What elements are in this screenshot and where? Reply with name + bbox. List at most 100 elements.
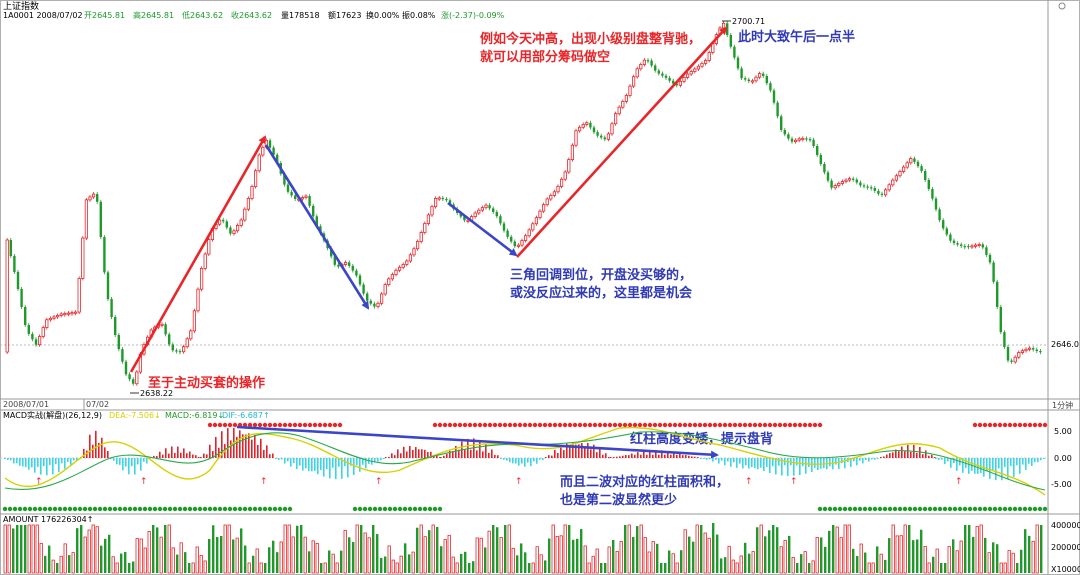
macd-dot-green: [927, 506, 933, 512]
macd-bar: [1010, 458, 1012, 467]
candle: [977, 242, 981, 248]
macd-bar: [751, 458, 753, 468]
macd-dot-red: [537, 422, 543, 428]
macd-bar: [16, 458, 18, 464]
amount-bar: [399, 555, 403, 574]
amount-bar: [788, 535, 791, 573]
macd-dot-red: [1032, 422, 1038, 428]
macd-dot-red: [1017, 422, 1023, 428]
macd-dot-green: [412, 506, 418, 512]
amount-bar: [287, 524, 291, 574]
amount-bar: [987, 552, 991, 574]
amount-bar: [199, 555, 203, 574]
macd-bar: [7, 458, 9, 460]
macd-bar: [703, 458, 705, 459]
macd-bar: [995, 458, 997, 481]
candle: [661, 71, 664, 78]
candle: [657, 68, 660, 76]
macd-bar: [610, 457, 612, 458]
macd-dot-red: [692, 422, 698, 428]
amount-bar: [555, 536, 559, 574]
macd-bar: [853, 458, 855, 462]
candle: [870, 185, 873, 191]
macd-bar: [302, 458, 304, 471]
macd-dot-green: [7, 506, 13, 512]
macd-bar: [898, 451, 900, 458]
candle: [5, 238, 9, 354]
macd-bar: [43, 458, 45, 467]
macd-bar: [715, 458, 717, 460]
amount-bar: [179, 542, 183, 574]
macd-dot-green: [902, 506, 908, 512]
candle: [217, 217, 222, 227]
amount-bar: [1020, 549, 1023, 573]
macd-dot-red: [657, 422, 663, 428]
amount-bars: [3, 523, 1043, 574]
annotation-triangle-line1: 三角回调到位，开盘没买够的，: [510, 267, 692, 283]
macd-bar: [754, 458, 756, 469]
amount-bar: [195, 546, 199, 574]
amount-bar: [68, 555, 71, 573]
amount-bar: [551, 524, 555, 574]
macd-dot-green: [1007, 506, 1013, 512]
macd-dot-green: [72, 506, 78, 512]
candle: [769, 81, 772, 93]
macd-dot-green: [962, 506, 968, 512]
candle: [189, 328, 193, 341]
candle: [549, 193, 553, 201]
amount-bar: [656, 543, 659, 573]
candle: [477, 208, 481, 215]
amount-bar: [839, 537, 843, 574]
candle: [300, 195, 305, 201]
macd-dot-green: [367, 506, 373, 512]
macd-bar: [116, 458, 118, 465]
macd-bar: [802, 458, 804, 467]
macd-dot-red: [567, 422, 573, 428]
amount-bar: [619, 541, 623, 574]
macd-dot-red: [662, 422, 668, 428]
amount-bar: [76, 528, 79, 573]
macd-dot-green: [242, 506, 248, 512]
candle: [916, 159, 920, 169]
amount-bar: [184, 552, 187, 573]
period-label[interactable]: 1分钟: [1052, 400, 1073, 410]
candle: [48, 316, 53, 322]
macd-bar: [515, 458, 517, 464]
macd-bar: [953, 458, 955, 464]
candle: [441, 195, 444, 202]
amount-bar: [303, 536, 307, 574]
candle: [1020, 348, 1025, 355]
macd-dot-green: [887, 506, 893, 512]
macd-bar: [1004, 458, 1006, 468]
macd-bar: [892, 452, 894, 458]
macd-bar: [104, 447, 106, 458]
candle: [592, 125, 596, 135]
macd-bar: [110, 458, 112, 459]
macd-dot-red: [747, 422, 753, 428]
macd-bar: [320, 458, 322, 471]
candle: [59, 312, 63, 318]
amount-bar: [159, 536, 163, 574]
macd-bar: [46, 458, 48, 476]
macd-dot-green: [82, 506, 88, 512]
candle: [401, 262, 405, 270]
macd-bar: [685, 455, 687, 458]
amount-bar: [395, 562, 399, 574]
macd-dot-green: [142, 506, 148, 512]
macd-dot-red: [212, 422, 218, 428]
amount-bar: [227, 524, 231, 574]
settings-circle-icon[interactable]: [1058, 2, 1066, 10]
macd-dot-green: [937, 506, 943, 512]
macd-dot-red: [302, 422, 308, 428]
macd-bar: [377, 458, 379, 462]
candle: [754, 75, 758, 83]
amount-bar: [63, 543, 67, 574]
macd-bar: [356, 458, 358, 466]
macd-bar: [391, 453, 393, 458]
macd-axis-labels: 5.00 0.00 -5.00: [1051, 427, 1072, 489]
macd-dot-red: [337, 422, 343, 428]
macd-bar: [787, 458, 789, 476]
candle: [34, 337, 38, 347]
candle: [642, 58, 647, 67]
macd-dot-red: [1037, 422, 1043, 428]
